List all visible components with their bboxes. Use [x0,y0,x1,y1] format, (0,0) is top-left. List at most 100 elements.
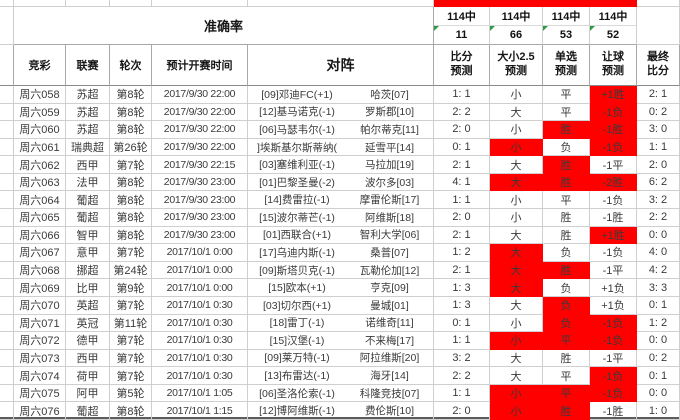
cell-handicap-prediction[interactable]: -1胜 [590,209,637,227]
cell-kickoff-time[interactable]: 2017/10/1 0:00 [152,261,248,280]
cell-home-team[interactable]: [12]基马诺克(-1) [248,104,346,122]
cell-final-score[interactable]: 0: 1 [637,296,680,315]
cell-kickoff-time[interactable]: 2017/10/1 0:00 [152,244,248,262]
cell-match-id[interactable]: 周六066 [14,226,66,245]
cell-league[interactable]: 英超 [66,296,110,315]
cell-away-team[interactable]: 曼城[01] [346,296,434,315]
cell-league[interactable]: 荷甲 [66,367,110,385]
cell-home-team[interactable]: [14]费雷拉(-1) [248,191,346,210]
cell-kickoff-time[interactable]: 2017/9/30 23:00 [152,226,248,245]
cell-final-score[interactable]: 2: 1 [637,86,680,104]
cell-away-team[interactable]: 摩雷伦斯[17] [346,191,434,210]
cell-round[interactable]: 第8轮 [110,191,152,210]
cell-league[interactable]: 英冠 [66,314,110,333]
cell-kickoff-time[interactable]: 2017/10/1 0:30 [152,349,248,368]
cell-away-team[interactable]: 罗斯郡[10] [346,103,434,122]
cell-match-id[interactable]: 周六067 [14,244,66,262]
cell-score-prediction[interactable]: 2: 1 [434,226,490,245]
cell-overunder-prediction[interactable]: 小 [490,138,543,157]
cell-overunder-prediction[interactable]: 大 [490,349,543,368]
cell-single-prediction[interactable]: 平 [543,332,590,350]
cell-round[interactable]: 第8轮 [110,103,152,122]
cell-score-prediction[interactable]: 2: 0 [434,121,490,139]
cell-home-team[interactable]: [12]博阿维斯(-1) [248,402,346,420]
cell-match-id[interactable]: 周六060 [14,121,66,139]
cell-score-prediction[interactable]: 1: 3 [434,296,490,315]
cell-single-prediction[interactable]: 胜 [543,402,590,420]
cell-match-id[interactable]: 周六059 [14,103,66,122]
cell-match-id[interactable]: 周六075 [14,384,66,403]
cell-home-team[interactable]: [09]斯塔贝克(-1) [248,262,346,280]
cell-handicap-prediction[interactable]: +1胜 [590,226,637,245]
cell-round[interactable]: 第8轮 [110,173,152,192]
cell-single-prediction[interactable]: 负 [543,244,590,262]
cell-single-prediction[interactable]: 平 [543,367,590,385]
cell-league[interactable]: 智甲 [66,226,110,245]
cell-single-prediction[interactable]: 平 [543,191,590,210]
cell-single-prediction[interactable]: 胜 [543,226,590,245]
cell-single-prediction[interactable]: 平 [543,384,590,403]
cell-final-score[interactable]: 1: 2 [637,314,680,333]
cell-round[interactable]: 第26轮 [110,138,152,157]
cell-overunder-prediction[interactable]: 大 [490,279,543,297]
cell-round[interactable]: 第8轮 [110,226,152,245]
cell-league[interactable]: 西甲 [66,349,110,368]
cell-match-id[interactable]: 周六064 [14,191,66,210]
cell-away-team[interactable]: 马拉加[19] [346,156,434,174]
cell-away-team[interactable]: 瓦勒伦加[12] [346,261,434,280]
cell-overunder-prediction[interactable]: 大 [490,367,543,385]
cell-home-team[interactable]: [18]雷丁(-1) [248,315,346,333]
cell-score-prediction[interactable]: 2: 0 [434,402,490,420]
cell-away-team[interactable]: 诺维奇[11] [346,314,434,333]
cell-kickoff-time[interactable]: 2017/10/1 0:30 [152,332,248,350]
cell-away-team[interactable]: 不来梅[17] [346,332,434,350]
cell-handicap-prediction[interactable]: -1负 [590,103,637,122]
cell-handicap-prediction[interactable]: +1负 [590,296,637,315]
cell-home-team[interactable]: [03]塞维利亚(-1) [248,156,346,174]
cell-overunder-prediction[interactable]: 小 [490,86,543,104]
cell-final-score[interactable]: 2: 0 [637,156,680,174]
cell-overunder-prediction[interactable]: 小 [490,121,543,139]
cell-round[interactable]: 第7轮 [110,156,152,174]
cell-kickoff-time[interactable]: 2017/9/30 23:00 [152,209,248,227]
cell-score-prediction[interactable]: 1: 1 [434,332,490,350]
cell-final-score[interactable]: 3: 3 [637,279,680,297]
cell-overunder-prediction[interactable]: 小 [490,384,543,403]
cell-round[interactable]: 第8轮 [110,86,152,104]
accuracy-stat-score[interactable]: 114中 11 [434,7,490,45]
cell-single-prediction[interactable]: 平 [543,103,590,122]
cell-score-prediction[interactable]: 1: 3 [434,279,490,297]
cell-league[interactable]: 法甲 [66,173,110,192]
cell-kickoff-time[interactable]: 2017/10/1 1:05 [152,384,248,403]
cell-overunder-prediction[interactable]: 大 [490,103,543,122]
cell-final-score[interactable]: 0: 1 [637,367,680,385]
cell-match-id[interactable]: 周六065 [14,209,66,227]
cell-home-team[interactable]: [15]汉堡(-1) [248,332,346,350]
cell-round[interactable]: 第7轮 [110,367,152,385]
cell-round[interactable]: 第24轮 [110,261,152,280]
cell-final-score[interactable]: 6: 2 [637,173,680,192]
cell-score-prediction[interactable]: 1: 1 [434,191,490,210]
cell-away-team[interactable]: 亨克[09] [346,279,434,297]
cell-score-prediction[interactable]: 2: 2 [434,103,490,122]
cell-match-id[interactable]: 周六076 [14,402,66,420]
cell-score-prediction[interactable]: 2: 1 [434,261,490,280]
cell-home-team[interactable]: [15]波尔蒂芒(-1) [248,209,346,227]
cell-league[interactable]: 葡超 [66,209,110,227]
cell-overunder-prediction[interactable]: 大 [490,296,543,315]
cell-kickoff-time[interactable]: 2017/9/30 22:00 [152,121,248,139]
cell-home-team[interactable]: ]埃斯基尔斯蒂纳( [248,139,346,157]
cell-away-team[interactable]: 费伦斯[10] [346,402,434,420]
cell-league[interactable]: 意甲 [66,244,110,262]
cell-round[interactable]: 第9轮 [110,279,152,297]
cell-home-team[interactable]: [09]邓迪FC(+1) [248,86,346,104]
cell-kickoff-time[interactable]: 2017/9/30 22:15 [152,156,248,174]
cell-round[interactable]: 第7轮 [110,332,152,350]
cell-handicap-prediction[interactable]: -1负 [590,191,637,210]
cell-final-score[interactable]: 3: 0 [637,121,680,139]
cell-kickoff-time[interactable]: 2017/9/30 22:00 [152,103,248,122]
cell-match-id[interactable]: 周六073 [14,349,66,368]
cell-league[interactable]: 挪超 [66,261,110,280]
cell-match-id[interactable]: 周六071 [14,314,66,333]
cell-final-score[interactable]: 0: 2 [637,349,680,368]
